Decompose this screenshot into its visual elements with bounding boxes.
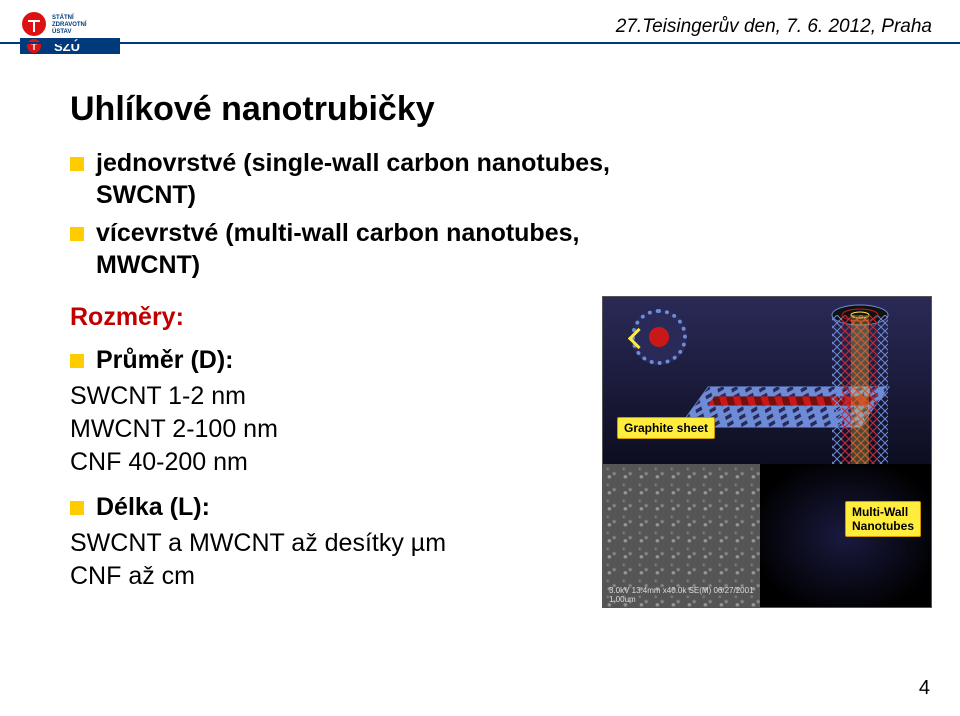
svg-text:ZDRAVOTNÍ: ZDRAVOTNÍ	[52, 20, 87, 28]
header-rule	[0, 42, 960, 44]
dimensions-heading: Rozměry:	[70, 303, 630, 332]
cnf-length: CNF až cm	[70, 562, 630, 591]
bullet-swcnt: jednovrstvé (single-wall carbon nanotube…	[70, 147, 630, 211]
figure-top-panel: Graphite sheet	[603, 297, 931, 464]
length-block: Délka (L):	[70, 491, 630, 523]
page-number: 4	[919, 677, 930, 700]
bullet-mwcnt: vícevrstvé (multi-wall carbon nanotubes,…	[70, 217, 630, 281]
mwcnt-diameter: MWCNT 2-100 nm	[70, 415, 630, 444]
content-block: Uhlíkové nanotrubičky jednovrstvé (singl…	[70, 90, 630, 595]
diameter-block: Průměr (D):	[70, 344, 630, 376]
nanotube-figure: Graphite sheet 3.0kV 13.4mm x40.0k SE(M)…	[602, 296, 932, 608]
swcnt-diameter: SWCNT 1-2 nm	[70, 382, 630, 411]
callout-graphite-sheet: Graphite sheet	[617, 417, 715, 439]
length-label: Délka (L):	[70, 491, 630, 523]
sem-micrograph: 3.0kV 13.4mm x40.0k SE(M) 06/27/2001 1.0…	[603, 464, 760, 607]
header-event: 27.Teisingerův den, 7. 6. 2012, Praha	[616, 16, 932, 38]
svg-text:ÚSTAV: ÚSTAV	[52, 28, 71, 35]
cnf-diameter: CNF 40-200 nm	[70, 448, 630, 477]
sem-scalebar: 3.0kV 13.4mm x40.0k SE(M) 06/27/2001 1.0…	[609, 586, 760, 604]
diameter-label: Průměr (D):	[70, 344, 630, 376]
definition-list: jednovrstvé (single-wall carbon nanotube…	[70, 147, 630, 281]
logo: STÁTNÍ ZDRAVOTNÍ ÚSTAV SZÚ	[20, 10, 120, 59]
slide: STÁTNÍ ZDRAVOTNÍ ÚSTAV SZÚ 27.Teisingerů…	[0, 0, 960, 716]
callout-mwnt: Multi-Wall Nanotubes	[845, 501, 921, 537]
svg-text:STÁTNÍ: STÁTNÍ	[52, 13, 74, 21]
slide-title: Uhlíkové nanotrubičky	[70, 90, 630, 129]
swcnt-mwcnt-length: SWCNT a MWCNT až desítky µm	[70, 529, 630, 558]
rolled-swcnt-icon	[631, 309, 687, 365]
